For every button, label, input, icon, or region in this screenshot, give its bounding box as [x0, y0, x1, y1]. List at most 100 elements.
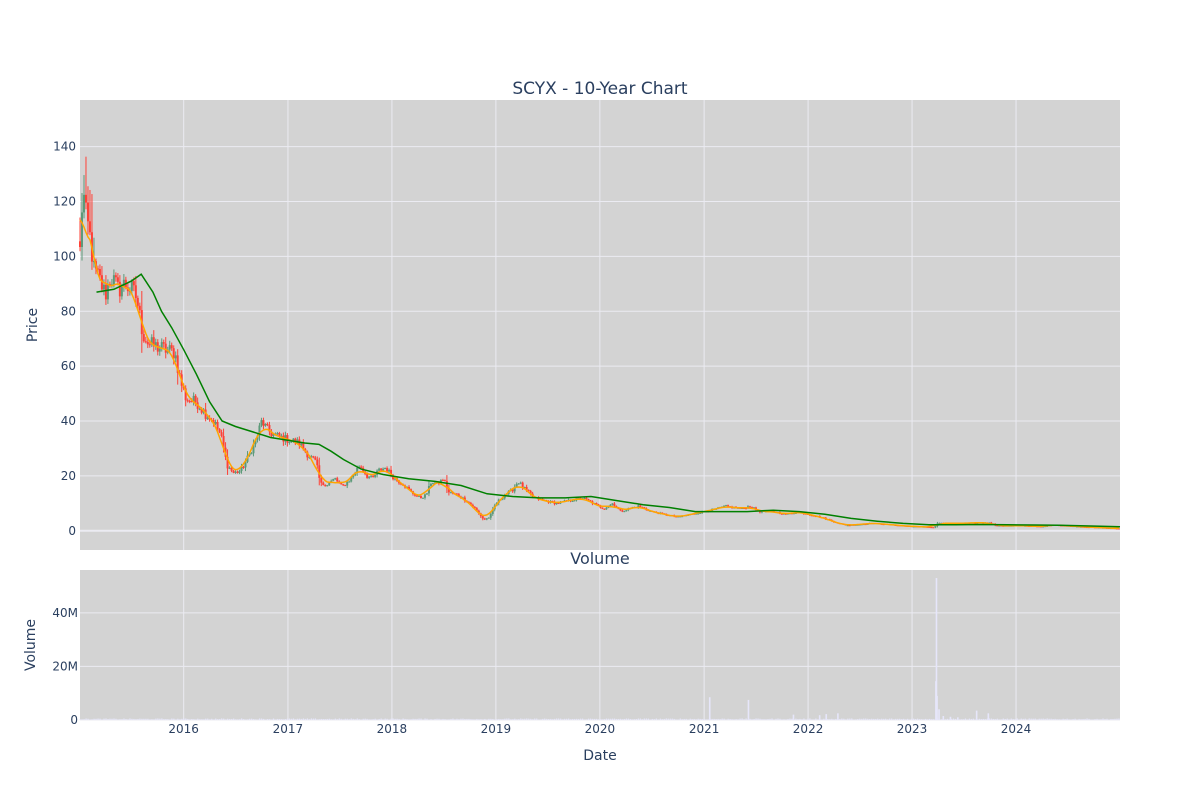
volume-bar [304, 718, 307, 720]
candle-body [752, 507, 755, 509]
volume-bar [135, 719, 137, 720]
candle-body [266, 423, 269, 426]
candle-body [810, 515, 813, 517]
volume-bar [641, 719, 644, 720]
candle-body [188, 400, 191, 402]
candle-body [748, 506, 751, 508]
candle-body [360, 466, 363, 468]
volume-bar [246, 719, 249, 720]
volume-bar [1104, 719, 1106, 720]
volume-bar [605, 718, 608, 720]
candle-body [742, 507, 745, 509]
candle-body [260, 420, 263, 426]
volume-bar [298, 718, 301, 720]
candle-body [334, 478, 337, 480]
volume-bar [721, 718, 723, 720]
volume-bar [254, 719, 257, 720]
volume-bar [528, 718, 530, 720]
volume-bar [1096, 718, 1098, 720]
volume-bar [851, 718, 853, 720]
volume-y-tick-label: 40M [52, 606, 78, 620]
candle-body [487, 517, 490, 519]
volume-bar [490, 718, 492, 720]
volume-bar [231, 718, 233, 720]
volume-bar [1040, 718, 1042, 720]
volume-bar [811, 719, 813, 720]
candle-body [419, 495, 422, 499]
volume-bar [649, 719, 651, 720]
volume-bar [1024, 718, 1026, 720]
volume-bar [294, 719, 297, 720]
volume-bar [296, 718, 299, 720]
candle-body [370, 475, 373, 477]
volume-bar [885, 718, 887, 720]
volume-bar [789, 718, 791, 720]
volume-bar [1088, 718, 1090, 720]
candle-body [517, 483, 520, 485]
volume-bar [905, 719, 907, 720]
volume-bar [942, 715, 945, 720]
volume-bar [87, 718, 89, 720]
candle-body [744, 508, 747, 510]
volume-bar [478, 719, 480, 720]
volume-bar [384, 718, 386, 720]
volume-bar [494, 719, 496, 720]
candle-body [300, 443, 303, 446]
volume-bar [1072, 719, 1074, 720]
volume-bar [1078, 718, 1080, 720]
volume-bar [1050, 718, 1052, 720]
volume-bar [368, 719, 370, 720]
volume-bar [442, 718, 444, 720]
volume-bar [272, 718, 275, 720]
volume-bar [1008, 719, 1010, 720]
volume-bar [936, 695, 938, 720]
candle-body [122, 279, 125, 288]
volume-bar [145, 718, 147, 720]
volume-bar [1102, 718, 1104, 720]
candle-body [619, 508, 622, 511]
candle-body [214, 421, 217, 424]
volume-bar [755, 718, 757, 720]
volume-bar [671, 718, 673, 720]
volume-bar [284, 719, 287, 720]
volume-bar [197, 718, 199, 720]
volume-bar [1092, 719, 1094, 720]
candle-body [280, 435, 283, 437]
volume-bar [980, 719, 982, 720]
candle-body [932, 527, 935, 529]
candle-body [378, 468, 381, 471]
candle-body [276, 433, 279, 435]
volume-bar [195, 719, 197, 720]
candle-body [268, 425, 271, 432]
volume-bar [562, 719, 564, 720]
volume-bar [432, 719, 434, 720]
candle-body [220, 432, 223, 436]
volume-bar [193, 719, 195, 720]
price-y-tick-label: 140 [53, 140, 76, 154]
candle-body [346, 481, 349, 486]
candle-body [930, 527, 933, 529]
candle-body [392, 475, 395, 480]
candle-body [292, 438, 295, 441]
volume-bar [950, 718, 953, 720]
volume-bar [581, 718, 584, 720]
volume-bar [544, 718, 546, 720]
volume-bar [962, 719, 965, 720]
candle-body [611, 503, 614, 505]
volume-bar [922, 719, 925, 720]
volume-bar [625, 718, 628, 720]
volume-bar [1056, 719, 1058, 720]
volume-bar [818, 715, 821, 720]
candle-body [425, 493, 428, 495]
volume-bar [189, 719, 191, 720]
volume-bar [256, 719, 259, 720]
volume-bar [286, 718, 289, 720]
candle-body [106, 283, 109, 300]
volume-bar [817, 719, 819, 720]
volume-bar [280, 719, 283, 720]
volume-bar [430, 719, 432, 720]
volume-bar [486, 719, 488, 720]
volume-bar [739, 718, 741, 720]
volume-bar [1048, 718, 1050, 720]
volume-bar [568, 718, 570, 720]
